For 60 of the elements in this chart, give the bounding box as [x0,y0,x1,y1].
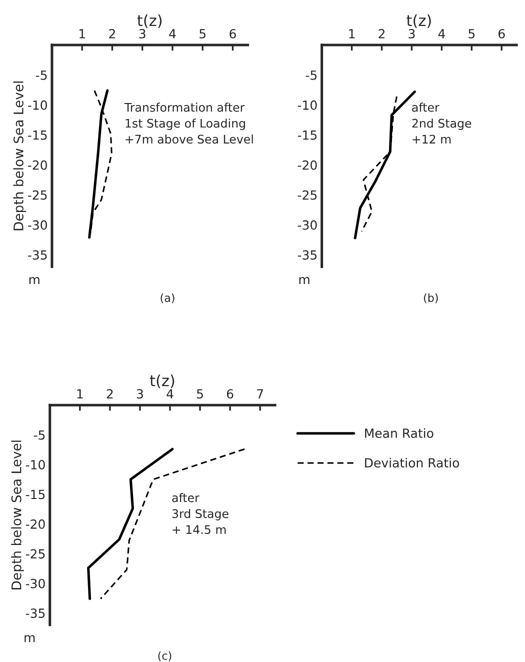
annotation: after 2nd Stage +12 m [412,102,472,144]
y-tick-label: -15 [298,130,317,140]
line-series [100,448,246,600]
x-tick-label: 1 [80,29,85,38]
x-tick-label: 2 [378,28,384,38]
y-tick-label: -15 [26,490,45,500]
legend-label: Mean Ratio [365,428,434,438]
y-tick-label: -5 [36,70,47,80]
legend-label: Deviation Ratio [365,458,460,468]
x-tick-label: 5 [468,29,475,38]
y-tick-label: -35 [26,608,45,618]
y-tick-label: -20 [28,160,47,170]
x-tick-label: 3 [408,28,415,38]
x-tick-label: 7 [257,389,263,398]
x-tick-label: 1 [77,389,83,398]
text: (b) [424,293,438,304]
x-tick-label: 3 [139,28,146,38]
y-tick-label: -35 [28,250,47,260]
x-tick-label: 4 [166,389,174,398]
y-tick-label: -25 [26,549,45,559]
text: m [299,277,310,284]
y-tick-label: -5 [306,70,317,80]
x-axis-title: t(z) [137,14,162,28]
y-tick-label: -10 [298,100,317,110]
x-tick-label: 5 [197,389,203,399]
x-axis-title: t(z) [406,14,431,28]
y-tick-label: -15 [28,130,47,140]
text: (c) [158,651,172,662]
annotation: Transformation after 1st Stage of Loading +7m above Sea Level [124,102,253,144]
x-tick-label: 2 [109,28,115,38]
y-tick-label: -30 [298,220,317,230]
x-tick-label: 6 [226,389,234,399]
x-tick-label: 4 [169,29,176,38]
x-tick-label: 6 [498,28,505,38]
text: m [24,635,35,642]
y-tick-label: -20 [298,160,317,170]
line-series [360,96,398,232]
y-tick-label: -5 [34,430,45,440]
text: m [29,277,40,284]
x-tick-label: 3 [136,389,143,399]
y-axis-title: Depth below Sea Level [13,82,26,230]
y-axis-title: Depth below Sea Level [11,440,24,590]
x-tick-label: 6 [230,28,236,38]
y-tick-label: -25 [28,190,47,200]
text: (a) [160,293,174,304]
annotation: after 3rd Stage + 14.5 m [172,493,228,534]
y-tick-label: -10 [28,100,47,110]
x-tick-label: 2 [106,389,113,398]
x-tick-label: 1 [349,29,355,38]
line-series [88,89,109,239]
y-tick-label: -30 [28,220,47,230]
y-tick-label: -25 [298,190,317,200]
x-tick-label: 4 [438,29,445,38]
line-series [87,448,174,600]
y-tick-label: -10 [26,460,45,470]
y-tick-label: -20 [26,519,45,529]
x-tick-label: 5 [200,29,206,38]
y-tick-label: -30 [26,578,45,588]
x-axis-title: t(z) [150,374,174,388]
y-tick-label: -35 [298,250,317,260]
